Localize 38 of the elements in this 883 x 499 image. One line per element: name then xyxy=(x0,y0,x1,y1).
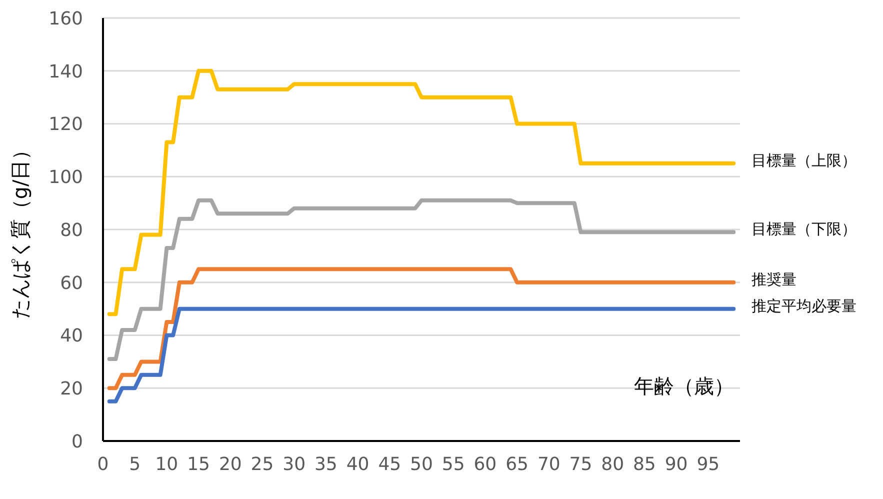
x-tick-label: 95 xyxy=(696,454,720,475)
y-tick-label: 120 xyxy=(48,114,83,136)
x-tick-label: 50 xyxy=(410,454,433,475)
y-axis-title: たんぱく質（g/日） xyxy=(8,140,32,320)
x-tick-label: 30 xyxy=(282,454,306,475)
x-tick-label: 90 xyxy=(664,454,688,475)
x-tick-label: 15 xyxy=(187,454,210,475)
y-tick-label: 20 xyxy=(60,378,83,400)
x-tick-label: 65 xyxy=(506,454,529,475)
y-tick-label: 40 xyxy=(60,326,83,347)
x-axis-title: 年齢（歳） xyxy=(634,374,734,398)
series-label: 目標量（下限） xyxy=(752,220,857,238)
y-tick-label: 60 xyxy=(60,272,83,294)
x-tick-label: 75 xyxy=(569,454,592,475)
series-label: 推定平均必要量 xyxy=(752,296,857,315)
x-tick-label: 5 xyxy=(129,454,141,475)
series-label: 推奨量 xyxy=(752,270,797,288)
x-tick-label: 40 xyxy=(346,454,370,475)
y-tick-label: 80 xyxy=(60,220,83,241)
line-series xyxy=(107,306,736,404)
x-tick-label: 0 xyxy=(97,454,109,475)
y-tick-label: 0 xyxy=(72,431,83,452)
x-tick-label: 35 xyxy=(314,454,338,475)
y-tick-label: 160 xyxy=(48,8,83,30)
line-series xyxy=(107,198,736,362)
x-tick-label: 10 xyxy=(155,454,178,475)
series-label: 目標量（上限） xyxy=(752,152,857,170)
x-tick-label: 60 xyxy=(474,454,497,475)
line-series xyxy=(107,68,736,316)
x-tick-label: 85 xyxy=(632,454,656,475)
x-tick-label: 55 xyxy=(442,454,465,475)
x-tick-label: 25 xyxy=(250,454,274,475)
x-tick-label: 70 xyxy=(537,454,560,475)
x-tick-label: 20 xyxy=(218,454,242,475)
y-tick-label: 140 xyxy=(48,61,83,82)
y-tick-label: 100 xyxy=(48,167,83,188)
x-tick-label: 45 xyxy=(378,454,402,475)
x-tick-label: 80 xyxy=(601,454,624,475)
